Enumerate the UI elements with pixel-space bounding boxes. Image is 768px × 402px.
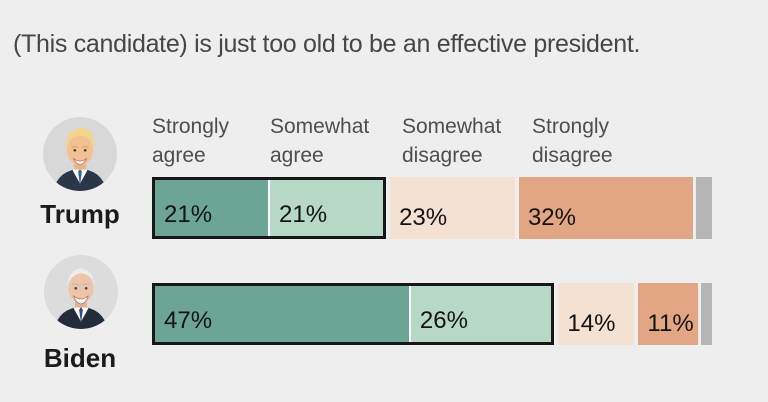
segment-value-label: 26% (419, 307, 468, 334)
header-line: disagree (402, 144, 483, 167)
segment-somewhat-agree: 21% (268, 180, 384, 236)
header-line: Strongly (532, 115, 610, 138)
segment-somewhat-disagree: 23% (390, 177, 515, 239)
header-line: agree (152, 144, 206, 167)
header-line: agree (270, 144, 324, 167)
category-header-somewhat-disagree: Somewhat disagree (402, 112, 527, 170)
segment-value-label: 23% (399, 204, 448, 231)
segment-somewhat-agree: 26% (408, 286, 552, 342)
segment-no-answer (701, 283, 712, 345)
chart-title: (This candidate) is just too old to be a… (13, 30, 641, 58)
candidate-label-biden: Biden (43, 343, 117, 373)
header-line: disagree (532, 144, 613, 167)
header-line: Somewhat (402, 115, 502, 138)
segment-value-label: 21% (164, 201, 213, 228)
segment-strongly-disagree: 32% (518, 177, 693, 239)
category-header-strongly-disagree: Strongly disagree (532, 112, 657, 170)
segment-value-label: 47% (164, 307, 213, 334)
segment-strongly-agree: 21% (155, 180, 269, 236)
segment-strongly-agree: 47% (155, 286, 409, 342)
biden-avatar (44, 255, 118, 329)
segment-somewhat-disagree: 14% (558, 283, 635, 345)
header-line: Somewhat (270, 115, 370, 138)
bar-biden: 47% 26% 14% 11% (152, 283, 712, 345)
segment-no-answer (695, 177, 713, 239)
category-header-strongly-agree: Strongly agree (152, 112, 277, 170)
biden-portrait-icon (44, 255, 118, 329)
trump-portrait-icon (43, 117, 117, 191)
bar-trump: 21% 21% 23% 32% (152, 177, 713, 239)
category-header-somewhat-agree: Somewhat agree (270, 112, 395, 170)
segment-value-label: 14% (567, 310, 616, 337)
candidate-label-trump: Trump (40, 199, 120, 229)
trump-avatar (43, 117, 117, 191)
segment-strongly-disagree: 11% (638, 283, 699, 345)
agree-outline-group: 21% 21% (152, 177, 387, 239)
segment-value-label: 32% (527, 204, 576, 231)
segment-value-label: 21% (279, 201, 328, 228)
segment-value-label: 11% (647, 310, 694, 337)
agree-outline-group: 47% 26% (152, 283, 555, 345)
header-line: Strongly (152, 115, 230, 138)
